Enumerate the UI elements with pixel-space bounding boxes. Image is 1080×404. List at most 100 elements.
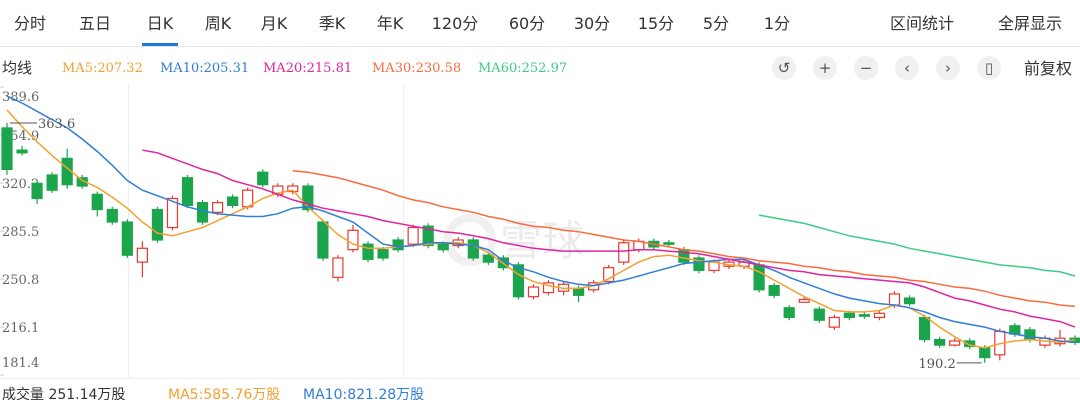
- low-annotation: 190.2: [919, 357, 956, 372]
- candle-body: [1, 127, 13, 171]
- candle-body: [618, 242, 630, 263]
- control-bg: [936, 56, 960, 80]
- y-tick-label: 181.4: [2, 356, 39, 371]
- tab[interactable]: 5分: [703, 14, 729, 33]
- candle-body: [768, 285, 780, 296]
- tab[interactable]: 1分: [764, 14, 790, 33]
- legend-entry: MA60:252.97: [478, 61, 567, 76]
- candle-body: [753, 264, 765, 291]
- candle-body: [888, 293, 901, 306]
- tab[interactable]: 月K: [261, 14, 288, 33]
- volume-ma10: MA10:821.28万股: [303, 387, 424, 403]
- adjust-mode[interactable]: 前复权: [1024, 59, 1072, 78]
- candle-body: [302, 185, 314, 211]
- control-icon: ↺: [778, 59, 791, 77]
- toolbar-action[interactable]: 全屏显示: [998, 14, 1062, 33]
- control-button[interactable]: ‹: [895, 56, 919, 80]
- control-button[interactable]: +: [813, 56, 837, 80]
- y-tick-label: 320.2: [2, 177, 39, 192]
- candle-body: [573, 287, 585, 296]
- candle-body: [949, 340, 961, 346]
- tab[interactable]: 30分: [574, 14, 610, 33]
- candle-body: [1024, 329, 1036, 341]
- candle-body: [166, 197, 179, 229]
- candle-body: [903, 297, 916, 305]
- ma-line: [292, 170, 1076, 308]
- control-button[interactable]: ›: [936, 56, 960, 80]
- candle-body: [362, 243, 374, 260]
- candle-body: [437, 243, 449, 251]
- tab[interactable]: 五日: [79, 14, 111, 33]
- volume-label: 成交量 251.14万股: [2, 386, 125, 403]
- candle-body: [422, 225, 434, 247]
- candle-body: [918, 316, 931, 341]
- tab[interactable]: 15分: [638, 14, 674, 33]
- control-bg: [772, 56, 796, 80]
- control-button[interactable]: ↺: [772, 56, 796, 80]
- candle-body: [843, 312, 855, 319]
- control-bg: [895, 56, 919, 80]
- candle-body: [798, 298, 810, 303]
- candle-body: [31, 182, 43, 200]
- volume-ma5: MA5:585.76万股: [168, 387, 280, 403]
- candle-body: [663, 242, 675, 245]
- ma-line: [6, 95, 1076, 344]
- ma-line: [142, 149, 1076, 328]
- candle-body: [482, 254, 494, 263]
- toolbar-action[interactable]: 区间统计: [890, 14, 954, 33]
- candle-body: [693, 257, 705, 272]
- candle-body: [873, 312, 886, 319]
- ma-line: [758, 214, 1076, 277]
- candle-body: [512, 264, 525, 298]
- control-bg: [813, 56, 837, 80]
- legend-entry: MA20:215.81: [263, 61, 352, 76]
- tab[interactable]: 60分: [509, 14, 545, 33]
- control-icon: −: [860, 59, 873, 77]
- y-tick-label: 285.5: [2, 225, 39, 240]
- control-button[interactable]: ▯: [977, 56, 1001, 80]
- candle-body: [934, 338, 946, 346]
- candle-body: [542, 282, 555, 294]
- tab[interactable]: 年K: [377, 14, 404, 33]
- ma-title: 均线: [2, 59, 32, 77]
- candle-body: [257, 171, 269, 186]
- candle-body: [91, 193, 103, 211]
- candle-body: [332, 257, 344, 278]
- candle-body: [287, 185, 299, 193]
- candle-body: [136, 247, 148, 263]
- tab[interactable]: 周K: [205, 14, 232, 33]
- candle-body: [76, 177, 88, 187]
- candle-body: [979, 347, 991, 359]
- candle-body: [227, 196, 239, 207]
- legend-entry: MA30:230.58: [372, 61, 461, 76]
- control-icon: ›: [945, 59, 951, 77]
- control-icon: ‹: [904, 59, 910, 77]
- y-tick-label: 389.6: [2, 90, 39, 105]
- tab[interactable]: 日K: [147, 14, 174, 33]
- control-icon: +: [819, 59, 832, 77]
- candle-body: [211, 202, 224, 213]
- candle-body: [196, 202, 209, 223]
- control-button[interactable]: −: [854, 56, 878, 80]
- tab[interactable]: 季K: [319, 14, 346, 33]
- candle-body: [407, 226, 419, 245]
- y-tick-label: 216.1: [2, 321, 39, 336]
- candle-body: [181, 177, 194, 207]
- candle-body: [106, 208, 118, 223]
- tab[interactable]: 分时: [14, 14, 46, 33]
- legend-entry: MA5:207.32: [62, 61, 143, 76]
- candle-body: [858, 314, 871, 317]
- candle-body: [377, 249, 389, 259]
- candle-body: [392, 239, 404, 251]
- candle-body: [964, 340, 976, 348]
- candle-body: [527, 286, 540, 298]
- candle-body: [151, 208, 164, 241]
- legend-entry: MA10:205.31: [160, 61, 249, 76]
- tab[interactable]: 120分: [432, 14, 479, 33]
- candle-body: [813, 308, 825, 321]
- y-tick-label: 250.8: [2, 273, 39, 288]
- candle-body: [347, 229, 359, 251]
- high-annotation: 363.6: [38, 117, 75, 132]
- candle-body: [828, 316, 840, 328]
